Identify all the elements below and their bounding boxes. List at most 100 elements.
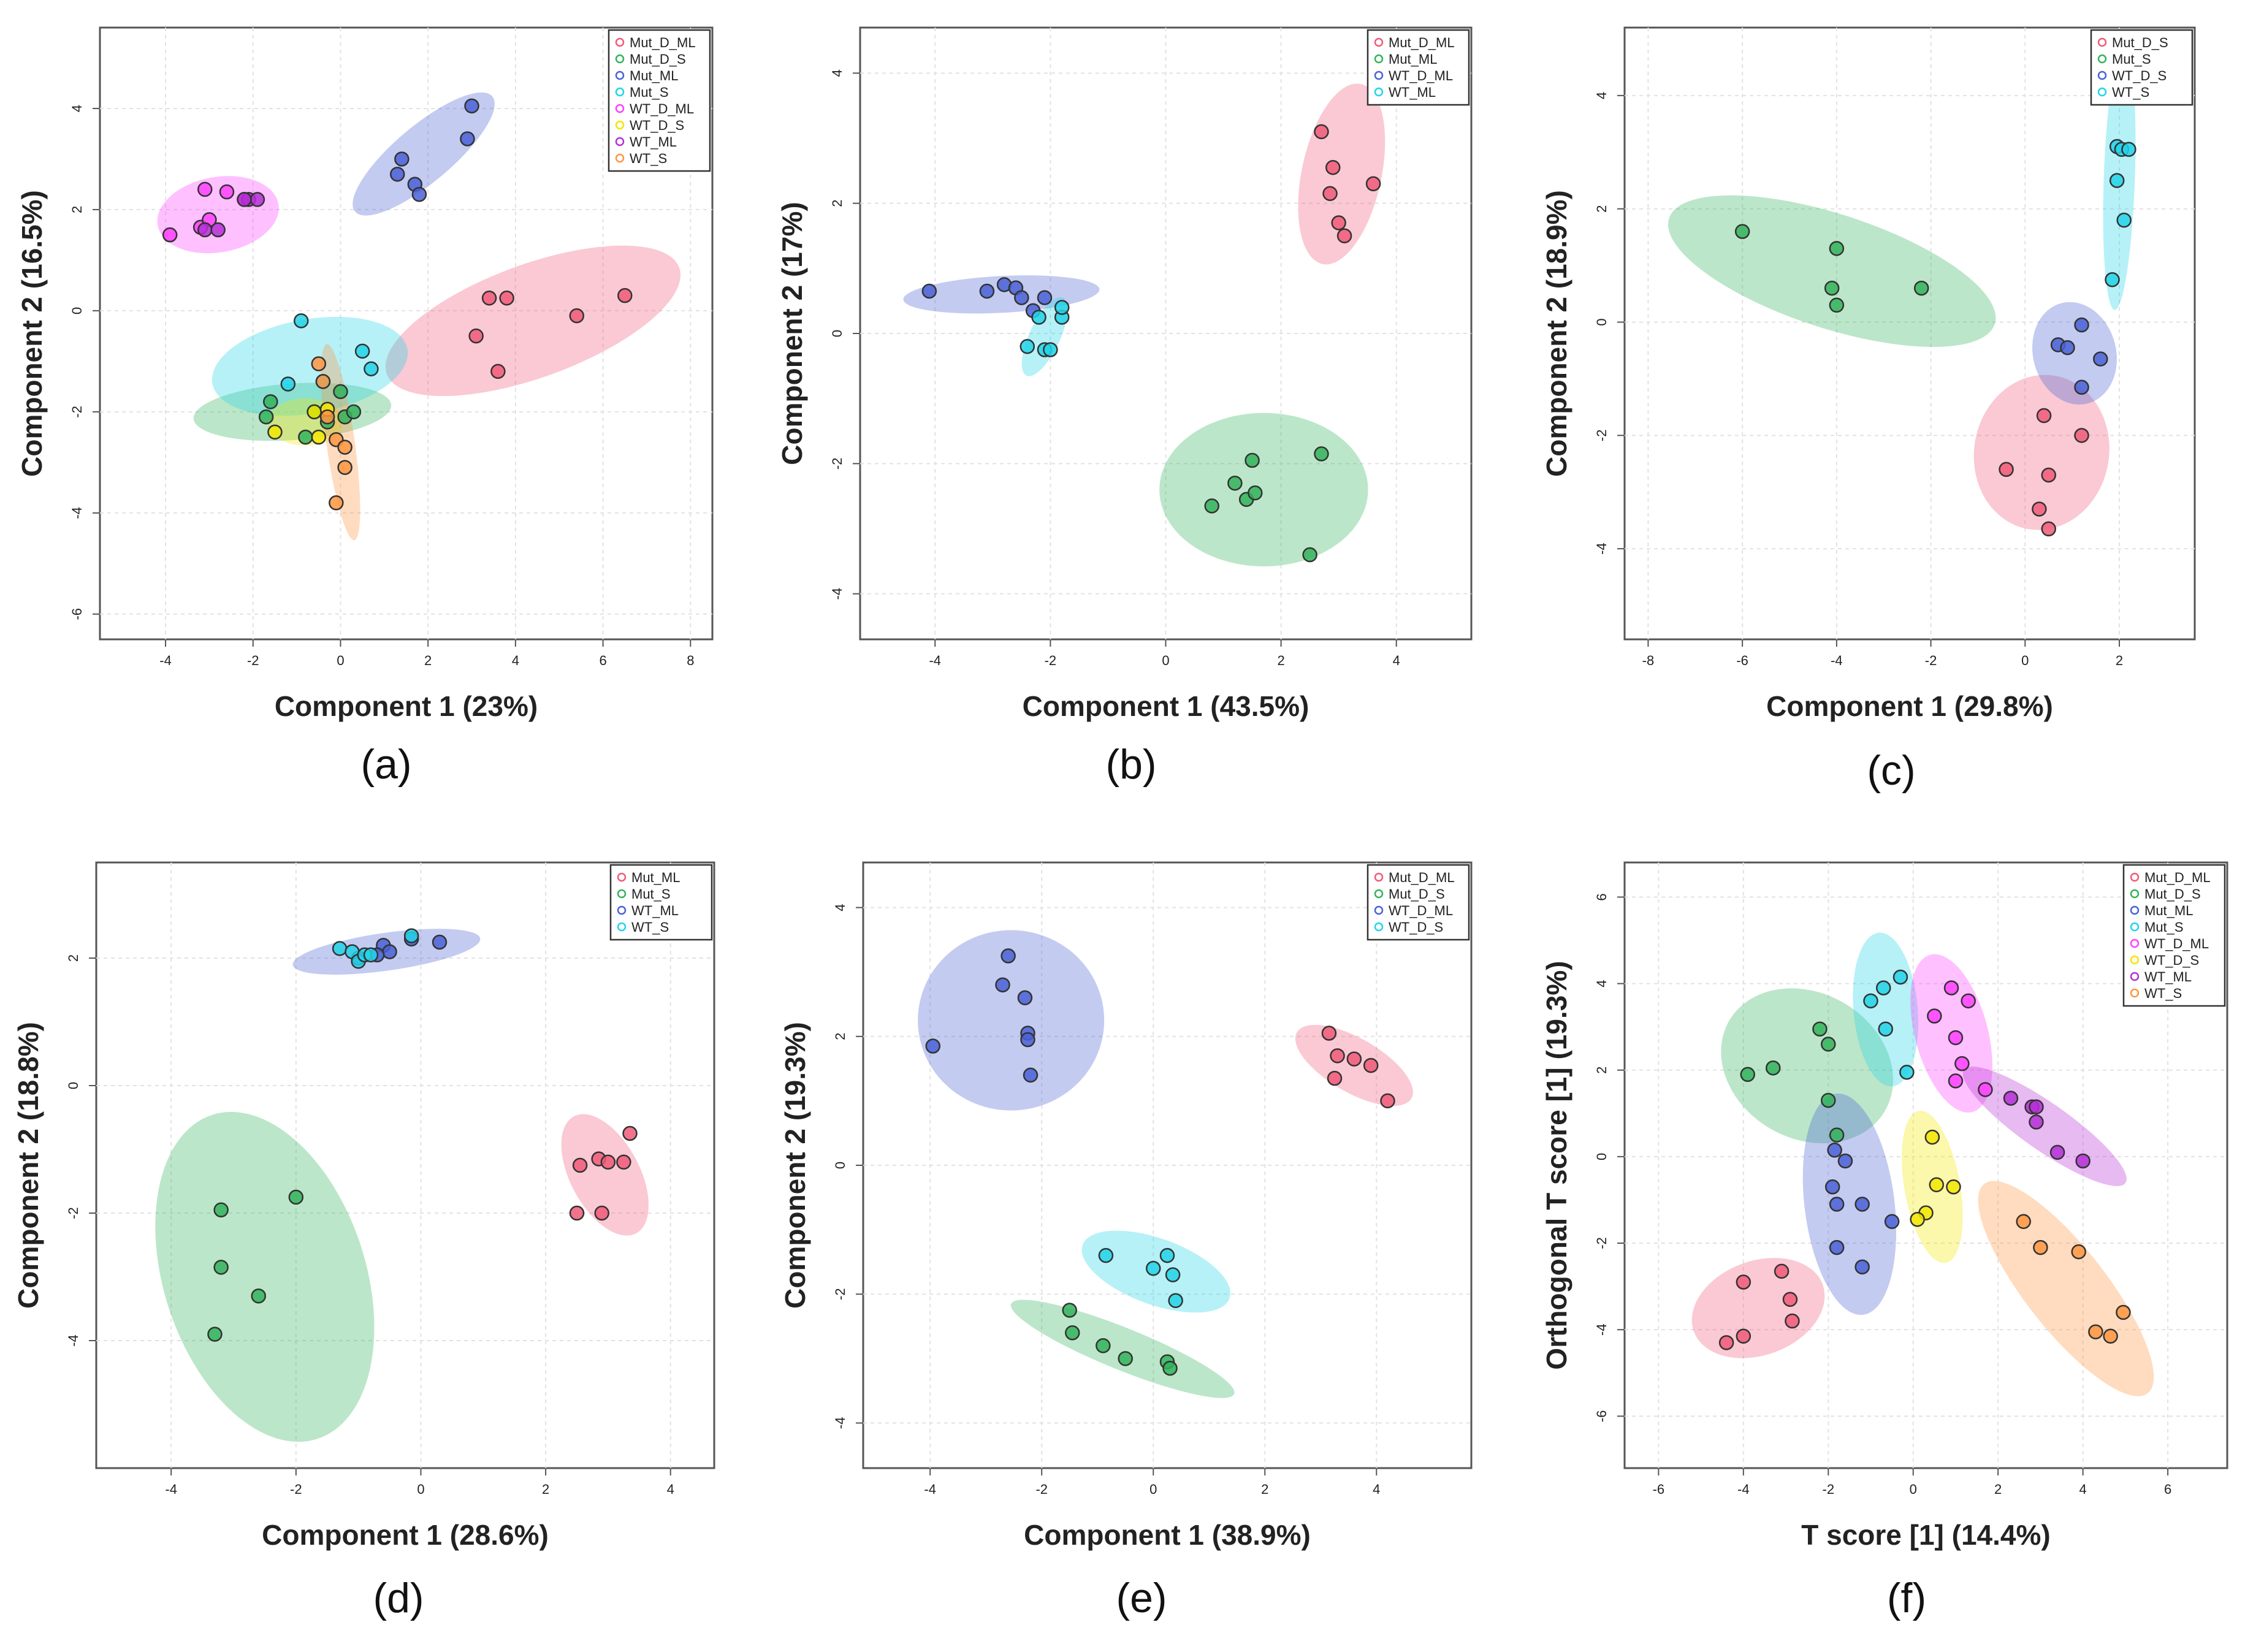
data-point-wt-s [2105, 272, 2120, 287]
data-point-wt-ml [197, 222, 213, 238]
panel-label: (e) [1116, 1575, 1167, 1621]
data-point-wt-ml [1054, 300, 1070, 315]
y-tick-label: 0 [69, 307, 85, 314]
legend-entry: WT_D_ML [630, 101, 694, 116]
x-tick-label: 4 [2079, 1482, 2087, 1497]
data-point-mut-d-s [2074, 428, 2089, 443]
data-point-wt-d-ml [1023, 1067, 1039, 1083]
confidence-ellipse-mut-d-s [1973, 375, 2110, 530]
y-axis-title: Component 2 (18.9%) [1541, 190, 1572, 477]
plot-marks [1668, 45, 2136, 537]
legend-box [1366, 864, 1470, 941]
data-point-mut-ml [594, 1205, 609, 1221]
data-point-wt-s [319, 409, 335, 425]
x-tick-label: 2 [2116, 653, 2123, 668]
data-point-mut-ml [1314, 446, 1329, 462]
legend-marker [1374, 54, 1384, 64]
legend-entry: Mut_D_S [2144, 886, 2201, 902]
data-point-mut-d-ml [1321, 1026, 1337, 1041]
data-point-mut-s [1892, 969, 1908, 985]
y-tick-label: -4 [1594, 1323, 1609, 1336]
plot-marks [1691, 932, 2154, 1396]
legend-marker [617, 889, 627, 899]
data-point-mut-ml [464, 98, 479, 114]
y-tick-label: -2 [69, 406, 85, 418]
x-tick-label: 0 [417, 1482, 424, 1497]
data-point-mut-d-ml [569, 308, 585, 324]
data-point-mut-d-ml [1785, 1313, 1800, 1329]
legend-marker [615, 104, 625, 113]
data-point-wt-d-ml [162, 227, 178, 243]
y-tick-label: 0 [1594, 318, 1609, 325]
confidence-ellipse-wt-d-ml [903, 275, 1100, 314]
data-point-wt-d-s [2074, 317, 2089, 333]
data-point-mut-ml [616, 1154, 631, 1170]
panel-label: (b) [1105, 741, 1156, 788]
data-point-mut-d-s [333, 384, 348, 400]
legend-marker [617, 872, 627, 882]
data-point-mut-ml [1244, 452, 1260, 468]
y-tick-label: -2 [66, 1207, 81, 1219]
y-tick-label: 0 [833, 1162, 848, 1169]
data-point-mut-d-ml [499, 291, 514, 306]
chart-panel-5: -4 -2 0 2 4 -4 -2 0 2 4 Component 1 (38.9%) Compone… [779, 861, 1473, 1621]
data-point-mut-d-ml [490, 364, 506, 379]
x-axis-title: Component 1 (43.5%) [1023, 690, 1309, 722]
y-tick-label: -2 [1594, 1237, 1609, 1249]
panels: -4 -2 0 2 4 6 8 -6 -4 -2 0 2 4 Component 1 (23%) Compo… [12, 26, 2228, 1621]
legend-marker [615, 70, 625, 80]
x-tick-label: 4 [1393, 653, 1400, 668]
data-point-mut-ml [569, 1205, 585, 1221]
legend-box [1366, 29, 1470, 106]
plot-marks [918, 930, 1413, 1398]
legend-entry: WT_D_S [2144, 953, 2199, 968]
y-tick-label: 0 [1594, 1153, 1609, 1160]
data-point-wt-s [2088, 1324, 2103, 1339]
data-point-mut-ml [1854, 1197, 1870, 1212]
legend-marker [615, 137, 625, 147]
y-axis-title: Orthogonal T score [1] (19.3%) [1541, 961, 1572, 1369]
x-tick-label: -4 [1737, 1482, 1750, 1497]
data-point-mut-d-ml [1365, 176, 1381, 192]
data-point-mut-s [1913, 280, 1929, 296]
legend-marker [2097, 70, 2107, 80]
legend-marker [2130, 905, 2140, 915]
chart-panel-3: -8 -6 -4 -2 0 2 -4 -2 0 2 4 Component 1 (29.8%) Comp… [1541, 26, 2196, 794]
data-point-wt-ml [432, 934, 448, 950]
y-tick-label: 6 [1594, 893, 1609, 900]
data-point-wt-d-ml [925, 1038, 941, 1054]
x-tick-label: 2 [1994, 1482, 2002, 1497]
y-tick-label: -4 [833, 1417, 848, 1429]
legend-marker [2097, 37, 2107, 47]
data-point-mut-ml [1829, 1239, 1845, 1255]
x-axis-title: Component 1 (23%) [275, 690, 538, 722]
legend-entry: Mut_ML [631, 870, 680, 885]
data-point-wt-d-ml [1978, 1082, 1993, 1097]
x-tick-label: -4 [159, 653, 172, 668]
y-axis-title: Component 2 (17%) [776, 202, 808, 465]
data-point-mut-ml [600, 1154, 616, 1170]
legend-marker [2130, 938, 2140, 948]
data-point-mut-s [1878, 1021, 1893, 1037]
data-point-mut-d-s [1062, 1303, 1077, 1318]
data-point-mut-ml [1837, 1153, 1853, 1169]
legend-entry: WT_S [2112, 85, 2149, 100]
data-point-wt-s [363, 947, 379, 963]
data-point-mut-s [1899, 1065, 1915, 1080]
data-point-mut-d-s [1812, 1021, 1828, 1037]
panel-label: (d) [373, 1575, 424, 1621]
legend-box [608, 29, 711, 172]
data-point-wt-s [2116, 1304, 2131, 1320]
legend-box [2090, 29, 2194, 106]
x-tick-label: -6 [1653, 1482, 1665, 1497]
legend-entry: WT_ML [631, 903, 679, 918]
data-point-wt-d-s [1168, 1293, 1183, 1308]
legend-marker [2097, 87, 2107, 97]
legend-entry: Mut_D_ML [630, 35, 696, 50]
legend-entry: Mut_ML [2144, 903, 2193, 918]
data-point-wt-d-s [1098, 1247, 1114, 1263]
y-tick-label: 2 [829, 200, 845, 207]
data-point-wt-d-ml [1020, 1032, 1035, 1048]
data-point-mut-ml [1827, 1143, 1842, 1158]
legend-marker [2130, 972, 2140, 981]
